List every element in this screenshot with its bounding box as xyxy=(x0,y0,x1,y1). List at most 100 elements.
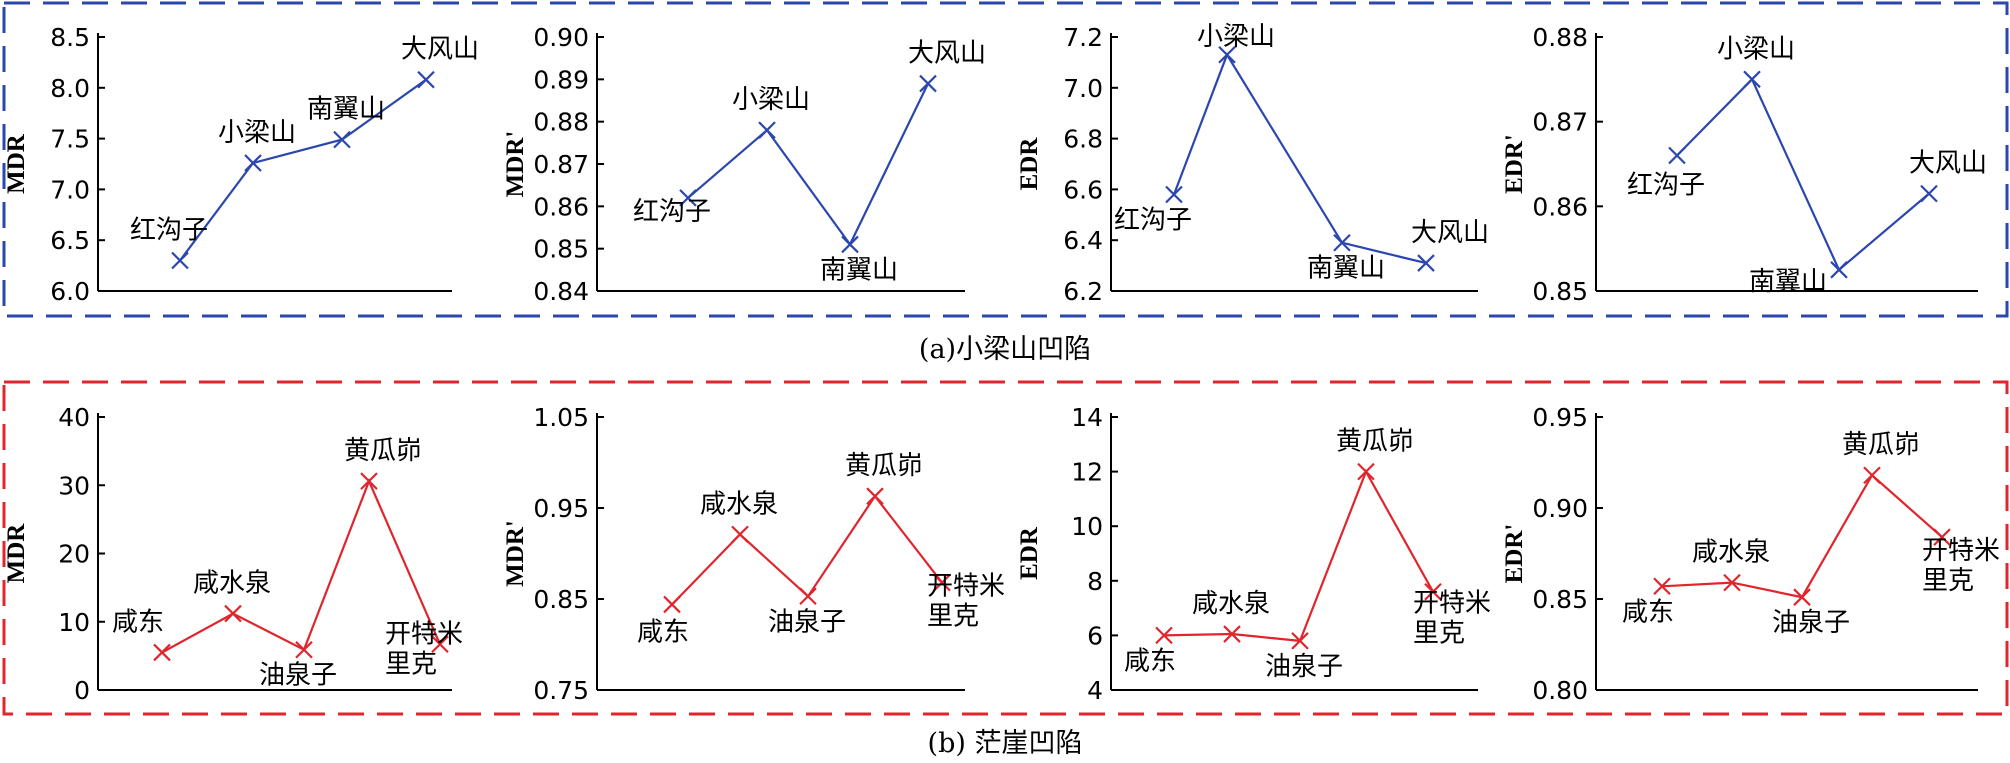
charts-layer: 6.06.57.07.58.08.5MDR红沟子小梁山南翼山大风山0.840.8… xyxy=(3,22,2000,705)
data-label: 黄瓜峁 xyxy=(344,436,422,466)
chart-2: 0.84 0.85 0.86 0.87 0.88 0.89 0.90 MDR' 红沟子 小梁山南翼… xyxy=(502,23,986,306)
y-tick-label: 4 xyxy=(1087,676,1103,705)
y-tick-label: 7.0 xyxy=(1063,74,1103,103)
data-point-marker xyxy=(1357,462,1375,481)
data-label: 开特米里克 xyxy=(385,619,463,679)
y-tick-label: 0.80 xyxy=(1532,676,1588,705)
y-tick-label: 30 xyxy=(58,471,90,500)
data-point-marker xyxy=(866,487,884,505)
data-label: 南翼山 xyxy=(1749,267,1827,297)
y-tick-label: 6.6 xyxy=(1063,175,1103,204)
y-tick-label: 0.85 xyxy=(533,235,589,264)
data-point-marker xyxy=(244,154,262,172)
y-tick-label: 6.8 xyxy=(1063,125,1103,154)
data-point-marker xyxy=(1723,573,1741,592)
data-point-marker xyxy=(1165,185,1183,204)
y-tick-label: 8 xyxy=(1087,567,1103,596)
data-label: 黄瓜峁 xyxy=(1336,427,1414,457)
series-line xyxy=(1676,77,1930,272)
y-axis-title: MDR' xyxy=(502,520,529,587)
y-axis-title: MDR' xyxy=(502,131,529,198)
y-axis-title: EDR' xyxy=(1501,524,1528,584)
data-label: 油泉子 xyxy=(259,661,337,691)
y-tick-label: 0.86 xyxy=(533,192,589,221)
y-tick-label: 7.2 xyxy=(1063,23,1103,52)
data-label: 油泉子 xyxy=(768,607,846,637)
data-point-marker xyxy=(1743,70,1761,89)
series-line xyxy=(1172,52,1427,265)
y-tick-label: 6.4 xyxy=(1063,226,1103,255)
y-tick-label: 20 xyxy=(58,540,90,569)
y-tick-label: 0.75 xyxy=(533,676,589,705)
data-point-marker xyxy=(333,130,351,149)
y-tick-label: 14 xyxy=(1071,403,1103,432)
data-label: 红沟子 xyxy=(633,197,711,227)
panel-a-frame xyxy=(2,1,2009,318)
y-tick-label: 6.2 xyxy=(1063,277,1103,306)
panel-a-caption: (a)小梁山凹陷 xyxy=(919,334,1091,365)
y-tick-label: 1.05 xyxy=(533,403,589,432)
y-tick-label: 10 xyxy=(1071,512,1103,541)
data-label: 小梁山 xyxy=(732,85,810,115)
y-tick-label: 0.87 xyxy=(533,150,589,179)
y-tick-label: 0.85 xyxy=(1532,277,1588,306)
panel-b-frame xyxy=(2,380,2009,716)
data-point-marker xyxy=(731,525,749,544)
y-tick-label: 0.88 xyxy=(533,108,589,137)
data-label: 小梁山 xyxy=(218,118,296,148)
data-point-marker xyxy=(1291,632,1309,650)
data-label: 咸东 xyxy=(112,607,164,637)
data-point-marker xyxy=(841,235,859,254)
y-tick-label: 6 xyxy=(1087,621,1103,650)
y-tick-label: 7.0 xyxy=(50,175,90,204)
y-axis-title: MDR xyxy=(3,133,30,194)
data-point-marker xyxy=(1155,626,1173,645)
y-tick-label: 40 xyxy=(58,403,90,432)
data-label: 开特米里克 xyxy=(1922,536,2000,596)
data-label: 开特米里克 xyxy=(927,572,1005,632)
y-tick-label: 0.95 xyxy=(1532,403,1588,432)
data-point-marker xyxy=(933,573,951,592)
data-label: 咸水泉 xyxy=(1692,538,1770,568)
y-tick-label: 8.0 xyxy=(50,74,90,103)
y-tick-label: 12 xyxy=(1071,458,1103,487)
data-point-marker xyxy=(171,251,189,270)
data-label: 咸东 xyxy=(1622,597,1674,627)
data-point-marker xyxy=(1863,466,1881,485)
data-label: 红沟子 xyxy=(1114,205,1192,235)
data-point-marker xyxy=(1830,261,1848,279)
y-axis-title: EDR xyxy=(1016,526,1043,580)
data-label: 开特米里克 xyxy=(1413,589,1491,649)
data-label: 大风山 xyxy=(401,35,479,65)
data-label: 黄瓜峁 xyxy=(1842,430,1920,460)
data-point-marker xyxy=(758,121,776,139)
data-label: 南翼山 xyxy=(820,255,898,285)
y-tick-label: 0.85 xyxy=(1532,585,1588,614)
data-label: 小梁山 xyxy=(1197,22,1275,52)
y-tick-label: 6.5 xyxy=(50,226,90,255)
data-label: 黄瓜峁 xyxy=(845,451,923,481)
data-point-marker xyxy=(663,595,681,614)
data-point-marker xyxy=(679,189,697,207)
y-tick-label: 10 xyxy=(58,608,90,637)
data-label: 小梁山 xyxy=(1717,34,1795,64)
series-line xyxy=(687,83,929,247)
data-label: 南翼山 xyxy=(1307,254,1385,284)
data-label: 咸东 xyxy=(1124,646,1176,676)
data-point-marker xyxy=(1424,582,1442,601)
data-point-marker xyxy=(431,635,449,654)
y-tick-label: 0.90 xyxy=(1532,494,1588,523)
data-point-marker xyxy=(417,70,435,89)
y-tick-label: 6.0 xyxy=(50,277,90,306)
data-label: 红沟子 xyxy=(1627,171,1705,201)
y-tick-label: 8.5 xyxy=(50,23,90,52)
y-tick-label: 0.90 xyxy=(533,23,589,52)
data-point-marker xyxy=(1223,625,1241,643)
data-label: 大风山 xyxy=(1909,149,1987,179)
